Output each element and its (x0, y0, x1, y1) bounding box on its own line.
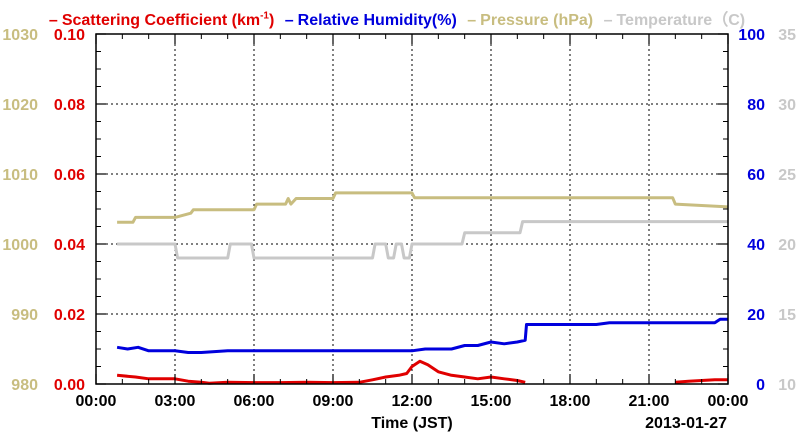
date-label: 2013-01-27 (645, 415, 727, 432)
y-tick-label-right-rh: 80 (747, 97, 765, 114)
legend: – Scattering Coefficient (km-1) – Relative… (0, 6, 800, 30)
axis-labels: 00:00 03:00 06:00 09:00 12:00 15:00 18:00 21:00… (2, 27, 796, 432)
legend-scattering-sup: -1 (260, 10, 269, 22)
y-tick-label-right-temp: 25 (778, 167, 796, 184)
y-tick-label-left-pressure: 1010 (2, 167, 38, 184)
legend-pressure-dash: – (467, 12, 477, 29)
series-line (116, 317, 728, 354)
x-tick-label: 12:00 (392, 393, 433, 410)
x-tick-label: 09:00 (313, 393, 354, 410)
legend-scattering-tail: ) (268, 12, 275, 29)
y-tick-label-right-temp: 30 (778, 97, 796, 114)
x-tick-label: 00:00 (76, 393, 117, 410)
series-line (117, 220, 728, 260)
y-tick-label-left-scattering: 0.00 (54, 377, 85, 394)
y-tick-label-left-scattering: 0.10 (54, 27, 85, 44)
y-tick-label-left-pressure: 980 (11, 377, 38, 394)
y-tick-label-right-temp: 20 (778, 237, 796, 254)
x-tick-label: 15:00 (471, 393, 512, 410)
grid (96, 34, 728, 384)
legend-temperature-label: Temperature（C) (616, 12, 746, 29)
legend-temperature-dash: – (603, 12, 613, 29)
x-tick-label: 21:00 (629, 393, 670, 410)
x-tick-label: 18:00 (550, 393, 591, 410)
legend-pressure: – Pressure (hPa) (467, 12, 597, 29)
legend-scattering-dash: – (48, 12, 58, 29)
legend-scattering: – Scattering Coefficient (km-1) (48, 10, 279, 29)
x-tick-label: 06:00 (234, 393, 275, 410)
x-tick-label: 00:00 (708, 393, 749, 410)
y-tick-label-right-rh: 100 (738, 27, 765, 44)
y-tick-label-right-temp: 35 (778, 27, 796, 44)
y-tick-label-left-scattering: 0.06 (54, 167, 85, 184)
axis-ticks (95, 33, 729, 385)
y-tick-label-left-scattering: 0.04 (54, 237, 85, 254)
series-line (117, 191, 729, 224)
legend-pressure-label: Pressure (hPa) (480, 12, 594, 29)
y-tick-label-right-rh: 0 (756, 377, 765, 394)
y-tick-label-right-rh: 60 (747, 167, 765, 184)
y-tick-label-right-temp: 10 (778, 377, 796, 394)
y-tick-label-left-pressure: 990 (11, 307, 38, 324)
y-tick-label-left-scattering: 0.08 (54, 97, 85, 114)
y-tick-label-left-scattering: 0.02 (54, 307, 85, 324)
series-line (116, 359, 526, 385)
y-tick-label-right-rh: 40 (747, 237, 765, 254)
x-axis-title: Time (JST) (371, 415, 453, 432)
y-tick-label-left-pressure: 1020 (2, 97, 38, 114)
series-lines (116, 191, 729, 385)
legend-temperature: – Temperature（C) (604, 12, 746, 29)
y-tick-label-right-rh: 20 (747, 307, 765, 324)
y-tick-label-right-temp: 15 (778, 307, 796, 324)
x-tick-label: 03:00 (155, 393, 196, 410)
legend-rh: – Relative Humidity(%) (285, 12, 462, 29)
y-tick-label-left-pressure: 1030 (2, 27, 38, 44)
legend-rh-label: Relative Humidity(%) (297, 12, 457, 29)
legend-scattering-label: Scattering Coefficient (km (61, 12, 261, 29)
legend-rh-dash: – (284, 12, 294, 29)
y-tick-label-left-pressure: 1000 (2, 237, 38, 254)
